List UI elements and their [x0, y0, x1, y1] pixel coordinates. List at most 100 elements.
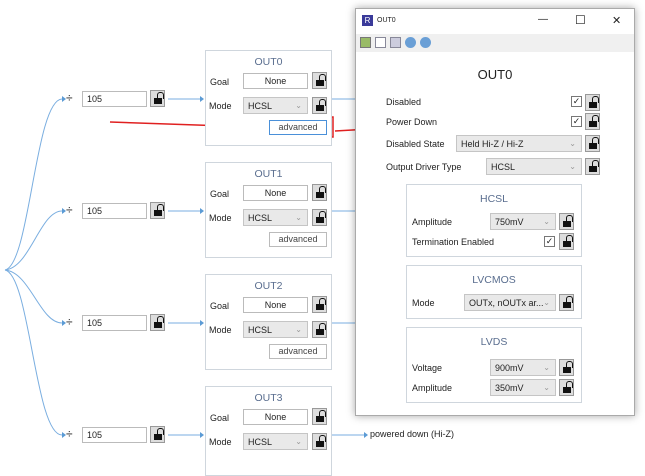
- output-title: OUT1: [254, 168, 283, 180]
- select-value: HCSL: [491, 162, 516, 172]
- group-title: HCSL: [479, 193, 508, 205]
- minimize-button[interactable]: —: [538, 14, 548, 25]
- divide-icon: ÷: [66, 315, 73, 329]
- mode-label: Mode: [412, 298, 435, 308]
- lock-icon[interactable]: [312, 97, 327, 114]
- lvds-group: LVDS Voltage 900mV ⌄ Amplitude 350mV ⌄: [406, 327, 582, 403]
- zoom-out-icon[interactable]: [405, 37, 416, 48]
- lock-icon[interactable]: [312, 296, 327, 313]
- maximize-button[interactable]: ☐: [575, 13, 586, 27]
- chevron-down-icon: ⌄: [295, 325, 302, 334]
- lock-icon[interactable]: [312, 72, 327, 89]
- mode-label: Mode: [209, 437, 232, 447]
- output-title: OUT3: [254, 392, 283, 404]
- connector-line: [168, 98, 203, 436]
- lock-icon[interactable]: [559, 359, 574, 376]
- group-title: LVCMOS: [472, 274, 516, 286]
- chevron-down-icon: ⌄: [295, 437, 302, 446]
- output-box-3: OUT3 Goal None Mode HCSL ⌄: [205, 386, 332, 476]
- lock-icon[interactable]: [559, 213, 574, 230]
- lock-icon[interactable]: [150, 314, 165, 331]
- goal-input[interactable]: None: [243, 409, 308, 425]
- out0-advanced-window: R OUT0 — ☐ ✕ OUT0 Disabled ✓ Power Down …: [355, 8, 635, 416]
- group-title: LVDS: [480, 336, 508, 348]
- amplitude-label: Amplitude: [412, 383, 453, 393]
- connector-line: [4, 269, 63, 324]
- mode-label: Mode: [209, 101, 232, 111]
- voltage-select[interactable]: 900mV ⌄: [490, 359, 556, 376]
- goal-label: Goal: [210, 77, 230, 87]
- divider-input[interactable]: 105: [82, 427, 147, 443]
- lock-icon[interactable]: [585, 158, 600, 175]
- output-box-0: OUT0 Goal None Mode HCSL ⌄ advanced: [205, 50, 332, 146]
- goal-label: Goal: [210, 189, 230, 199]
- select-value: Held Hi-Z / Hi-Z: [461, 139, 524, 149]
- chevron-down-icon: ⌄: [569, 139, 576, 148]
- window-heading: OUT0: [477, 67, 513, 82]
- goal-label: Goal: [210, 413, 230, 423]
- chevron-down-icon: ⌄: [543, 383, 550, 392]
- goal-input[interactable]: None: [243, 297, 308, 313]
- fit-icon[interactable]: [375, 37, 386, 48]
- lock-icon[interactable]: [559, 233, 574, 250]
- lock-icon[interactable]: [585, 113, 600, 130]
- amplitude-label: Amplitude: [412, 217, 453, 227]
- driver-type-select[interactable]: HCSL ⌄: [486, 158, 582, 175]
- app-icon: R: [362, 15, 373, 26]
- select-value: HCSL: [248, 325, 273, 335]
- mode-select[interactable]: HCSL ⌄: [243, 321, 308, 338]
- goal-input[interactable]: None: [243, 185, 308, 201]
- advanced-button[interactable]: advanced: [269, 344, 327, 359]
- title-bar[interactable]: R OUT0 — ☐ ✕: [356, 9, 634, 34]
- disabled-checkbox[interactable]: ✓: [571, 96, 582, 107]
- lvcmos-mode-select[interactable]: OUTx, nOUTx ar... ⌄: [464, 294, 556, 311]
- mode-select[interactable]: HCSL ⌄: [243, 433, 308, 450]
- output-title: OUT0: [254, 56, 283, 68]
- disabled-state-select[interactable]: Held Hi-Z / Hi-Z ⌄: [456, 135, 582, 152]
- termination-checkbox[interactable]: ✓: [544, 236, 555, 247]
- termination-label: Termination Enabled: [412, 237, 495, 247]
- select-value: 350mV: [495, 383, 524, 393]
- lvds-amplitude-select[interactable]: 350mV ⌄: [490, 379, 556, 396]
- disabled-label: Disabled: [386, 97, 422, 107]
- advanced-button[interactable]: advanced: [269, 232, 327, 247]
- lock-icon[interactable]: [150, 90, 165, 107]
- divider-input[interactable]: 105: [82, 203, 147, 219]
- lock-icon[interactable]: [312, 184, 327, 201]
- select-value: HCSL: [248, 437, 273, 447]
- output-box-2: OUT2 Goal None Mode HCSL ⌄ advanced: [205, 274, 332, 370]
- lock-icon[interactable]: [312, 321, 327, 338]
- lock-icon[interactable]: [150, 202, 165, 219]
- chevron-down-icon: ⌄: [543, 217, 550, 226]
- lock-icon[interactable]: [312, 408, 327, 425]
- disabled-state-label: Disabled State: [386, 139, 445, 149]
- divider-input[interactable]: 105: [82, 315, 147, 331]
- hcsl-group: HCSL Amplitude 750mV ⌄ Termination Enable…: [406, 184, 582, 257]
- lock-icon[interactable]: [559, 379, 574, 396]
- chevron-down-icon: ⌄: [543, 363, 550, 372]
- voltage-label: Voltage: [412, 363, 443, 373]
- lock-icon[interactable]: [585, 94, 600, 111]
- power-down-checkbox[interactable]: ✓: [571, 116, 582, 127]
- mode-select[interactable]: HCSL ⌄: [243, 209, 308, 226]
- mode-select[interactable]: HCSL ⌄: [243, 97, 308, 114]
- divide-icon: ÷: [66, 203, 73, 217]
- mode-label: Mode: [209, 213, 232, 223]
- goal-input[interactable]: None: [243, 73, 308, 89]
- lock-icon[interactable]: [312, 209, 327, 226]
- export-icon[interactable]: [360, 37, 371, 48]
- zoom-in-icon[interactable]: [420, 37, 431, 48]
- lock-icon[interactable]: [585, 135, 600, 152]
- divider-input[interactable]: 105: [82, 91, 147, 107]
- amplitude-select[interactable]: 750mV ⌄: [490, 213, 556, 230]
- connector-line: [4, 210, 63, 271]
- divide-icon: ÷: [66, 91, 73, 105]
- lock-icon[interactable]: [150, 426, 165, 443]
- output-title: OUT2: [254, 280, 283, 292]
- lock-icon[interactable]: [312, 433, 327, 450]
- close-button[interactable]: ✕: [612, 15, 622, 27]
- advanced-button[interactable]: advanced: [269, 120, 327, 135]
- lock-icon[interactable]: [559, 294, 574, 311]
- chevron-down-icon: ⌄: [543, 298, 550, 307]
- print-icon[interactable]: [390, 37, 401, 48]
